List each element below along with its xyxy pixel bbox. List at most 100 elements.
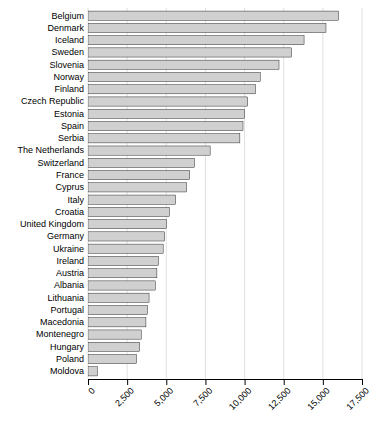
y-tick: United Kingdom [20, 219, 88, 229]
y-tick-label: Italy [67, 195, 84, 205]
x-tick-label: 5,000 [152, 385, 175, 408]
y-tick-label: Iceland [55, 35, 84, 45]
y-tick: Italy [67, 195, 88, 205]
y-tick-label: Austria [56, 268, 84, 278]
x-tick-label: 12,500 [266, 385, 293, 412]
grid-line [322, 8, 323, 379]
x-tick: 0 [86, 379, 97, 396]
y-tick: Austria [56, 268, 88, 278]
bar [88, 195, 176, 204]
y-tick: Norway [53, 72, 88, 82]
bar [88, 269, 157, 278]
y-tick: Macedonia [40, 317, 88, 327]
x-tick: 10,000 [227, 379, 254, 412]
y-tick-label: Belgium [51, 11, 84, 21]
y-tick: Slovenia [49, 60, 88, 70]
bar [88, 36, 304, 45]
y-tick-label: Finland [54, 84, 84, 94]
x-tick-mark [88, 379, 89, 385]
y-tick-label: Estonia [54, 109, 84, 119]
bar [88, 207, 169, 216]
bar [88, 85, 256, 94]
y-tick: Belgium [51, 11, 88, 21]
y-tick: Montenegro [36, 329, 88, 339]
y-tick-label: Croatia [55, 207, 84, 217]
y-tick: The Netherlands [17, 145, 88, 155]
y-tick: Sweden [51, 47, 88, 57]
x-tick-mark [284, 379, 285, 385]
bar [88, 109, 245, 118]
y-tick: Estonia [54, 109, 88, 119]
bar [88, 220, 166, 229]
bar [88, 121, 243, 130]
y-tick: Ireland [56, 256, 88, 266]
y-tick-label: Ireland [56, 256, 84, 266]
y-tick-label: Spain [61, 121, 84, 131]
chart: 0 2,500 5,000 7,500 10,000 12,500 15,000 17,500… [0, 0, 376, 423]
bars [88, 11, 339, 376]
y-tick: Poland [56, 354, 88, 364]
bar [88, 305, 147, 314]
y-axis: Belgium Denmark Iceland Sweden Slovenia Norwa… [17, 11, 88, 377]
y-tick: Cyprus [55, 182, 88, 192]
bar [88, 158, 194, 167]
y-tick: Spain [61, 121, 88, 131]
x-tick-label: 2,500 [113, 385, 136, 408]
x-tick-label: 15,000 [305, 385, 332, 412]
bar [88, 354, 137, 363]
y-tick: Switzerland [37, 158, 88, 168]
bar [88, 60, 279, 69]
x-tick: 15,000 [305, 379, 332, 412]
y-tick-label: Switzerland [37, 158, 84, 168]
bar [88, 330, 141, 339]
x-axis-line [89, 380, 363, 386]
bar [88, 11, 339, 20]
bar [88, 48, 292, 57]
y-tick-label: Serbia [58, 133, 84, 143]
y-tick-label: Norway [53, 72, 84, 82]
bar [88, 72, 260, 81]
bar [88, 256, 158, 265]
y-tick-label: Denmark [47, 23, 84, 33]
bar [88, 244, 163, 253]
y-tick: Albania [54, 280, 88, 290]
y-tick: France [56, 170, 88, 180]
bar [88, 318, 146, 327]
y-tick: Lithuania [47, 293, 88, 303]
y-tick-label: Cyprus [55, 182, 84, 192]
x-tick-mark [205, 379, 206, 385]
plot: 0 2,500 5,000 7,500 10,000 12,500 15,000 17,500… [17, 8, 370, 412]
y-tick: Iceland [55, 35, 88, 45]
bar [88, 97, 248, 106]
x-tick: 2,500 [113, 379, 136, 408]
bar [88, 146, 210, 155]
grid [88, 8, 362, 379]
x-tick-mark [245, 379, 246, 385]
x-tick-mark [362, 379, 363, 385]
y-tick: Denmark [47, 23, 88, 33]
y-tick: Serbia [58, 133, 88, 143]
x-tick-mark [323, 379, 324, 385]
x-tick-mark [166, 379, 167, 385]
x-tick-label: 0 [86, 385, 97, 396]
bar [88, 293, 149, 302]
y-tick: Czech Republic [21, 96, 88, 106]
y-tick-label: Germany [47, 231, 85, 241]
y-tick-label: Sweden [51, 47, 84, 57]
y-tick-label: Slovenia [49, 60, 84, 70]
y-tick-label: Moldova [50, 366, 84, 376]
y-tick-label: Lithuania [47, 293, 84, 303]
x-tick-label: 17,500 [344, 385, 371, 412]
grid-line [283, 8, 284, 379]
y-tick-label: The Netherlands [17, 145, 84, 155]
y-tick-label: Czech Republic [21, 96, 85, 106]
y-tick-label: United Kingdom [20, 219, 84, 229]
y-tick: Ukraine [53, 244, 88, 254]
x-tick-label: 7,500 [191, 385, 214, 408]
y-tick: Moldova [50, 366, 88, 376]
bar [88, 281, 155, 290]
y-tick: Croatia [55, 207, 88, 217]
y-tick-label: Montenegro [36, 329, 84, 339]
x-tick: 5,000 [152, 379, 175, 408]
x-axis: 0 2,500 5,000 7,500 10,000 12,500 15,000 17,500 [86, 379, 371, 412]
